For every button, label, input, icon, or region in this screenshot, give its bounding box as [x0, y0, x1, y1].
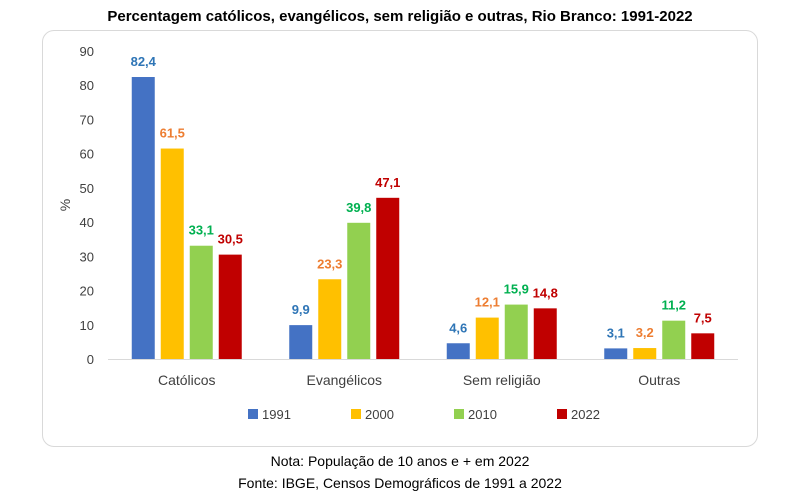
y-tick-label: 40 — [80, 215, 94, 230]
data-label: 4,6 — [449, 320, 467, 335]
y-tick-label: 90 — [80, 44, 94, 59]
data-label: 61,5 — [160, 126, 185, 141]
legend-label: 2010 — [468, 407, 497, 422]
y-tick-label: 20 — [80, 284, 94, 299]
data-label: 15,9 — [504, 282, 529, 297]
bar — [691, 333, 715, 359]
chart-title: Percentagem católicos, evangélicos, sem … — [107, 8, 693, 25]
chart-source: Fonte: IBGE, Censos Demográficos de 1991… — [238, 475, 562, 491]
data-label: 33,1 — [189, 223, 214, 238]
bar — [131, 77, 155, 360]
data-label: 3,2 — [636, 325, 654, 340]
x-tick-label: Sem religião — [463, 372, 541, 388]
legend-label: 2022 — [571, 407, 600, 422]
chart-note: Nota: População de 10 anos e + em 2022 — [270, 453, 530, 469]
data-label: 14,8 — [533, 285, 558, 300]
data-label: 47,1 — [375, 175, 400, 190]
legend-swatch — [454, 409, 464, 419]
bar — [218, 254, 242, 359]
bar — [289, 325, 313, 359]
bar — [533, 308, 557, 359]
data-label: 11,2 — [661, 298, 686, 313]
x-tick-label: Outras — [638, 372, 680, 388]
legend-swatch — [248, 409, 258, 419]
y-tick-label: 10 — [80, 318, 94, 333]
bar — [446, 343, 470, 359]
bar — [633, 348, 657, 359]
bar — [376, 197, 400, 359]
legend-swatch — [557, 409, 567, 419]
bar — [189, 245, 213, 359]
data-label: 82,4 — [131, 54, 157, 69]
data-label: 30,5 — [218, 232, 243, 247]
bar — [504, 304, 528, 359]
y-tick-label: 80 — [80, 78, 94, 93]
legend-label: 2000 — [365, 407, 394, 422]
y-tick-label: 70 — [80, 112, 94, 127]
bar — [475, 317, 499, 359]
data-label: 3,1 — [607, 325, 625, 340]
data-label: 7,5 — [694, 310, 712, 325]
y-tick-label: 30 — [80, 249, 94, 264]
y-tick-label: 50 — [80, 181, 94, 196]
x-tick-label: Evangélicos — [307, 372, 383, 388]
bar — [347, 222, 371, 359]
legend-label: 1991 — [262, 407, 291, 422]
legend-swatch — [351, 409, 361, 419]
bar — [604, 348, 628, 359]
y-axis-label: % — [57, 199, 73, 211]
data-label: 9,9 — [292, 302, 310, 317]
bar — [662, 320, 686, 359]
bar — [318, 279, 342, 359]
y-tick-label: 60 — [80, 147, 94, 162]
data-label: 12,1 — [475, 295, 500, 310]
y-tick-label: 0 — [87, 352, 94, 367]
x-tick-label: Católicos — [158, 372, 216, 388]
bar — [160, 148, 184, 359]
data-label: 39,8 — [346, 200, 371, 215]
data-label: 23,3 — [317, 256, 342, 271]
